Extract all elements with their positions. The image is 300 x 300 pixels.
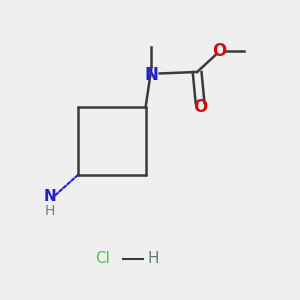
Text: O: O (193, 98, 207, 116)
Text: H: H (147, 251, 159, 266)
Text: O: O (212, 42, 226, 60)
Text: N: N (145, 66, 158, 84)
Text: H: H (45, 204, 55, 218)
Text: N: N (44, 189, 56, 204)
Text: Cl: Cl (95, 251, 110, 266)
